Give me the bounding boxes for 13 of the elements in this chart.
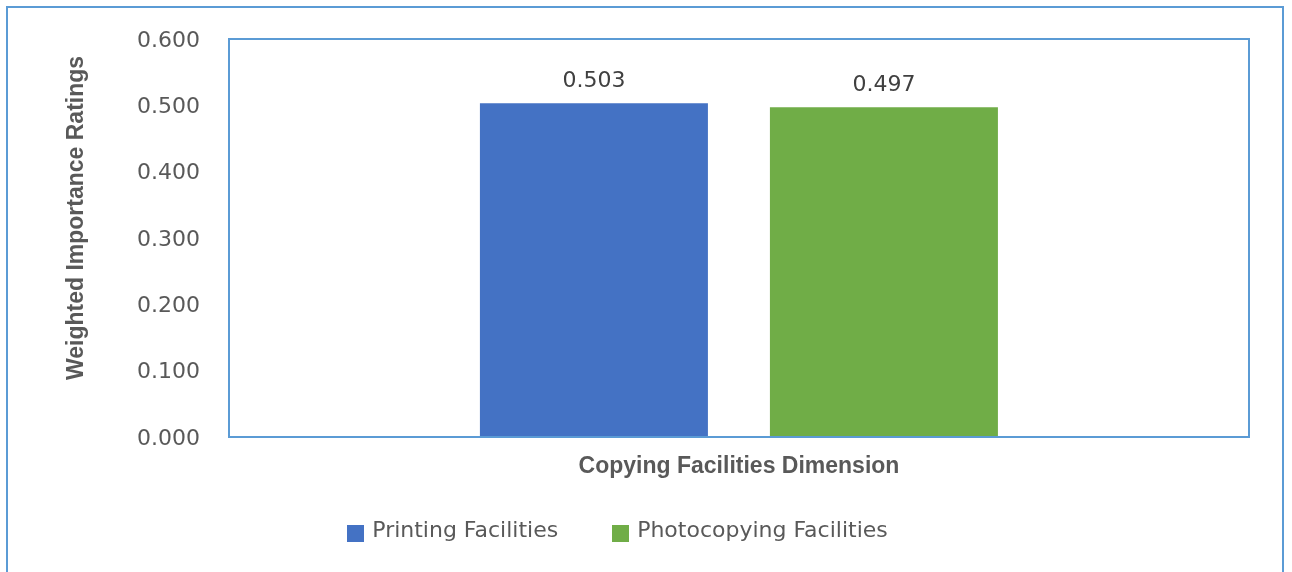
y-tick-label: 0.200 [137,292,200,318]
data-label: 0.503 [562,67,626,93]
y-tick-label: 0.500 [137,93,200,119]
data-label: 0.497 [852,71,916,97]
legend-label: Printing Facilities [372,517,559,542]
x-axis-title: Copying Facilities Dimension [578,452,900,478]
y-tick-label: 0.000 [137,424,200,450]
y-tick-label: 0.100 [137,358,200,384]
legend-label: Photocopying Facilities [637,517,888,542]
y-tick-label: 0.600 [137,26,200,52]
y-tick-label: 0.400 [137,159,200,185]
y-tick-label: 0.300 [137,225,200,251]
y-axis-title: Weighted Importance Ratings [62,55,88,381]
